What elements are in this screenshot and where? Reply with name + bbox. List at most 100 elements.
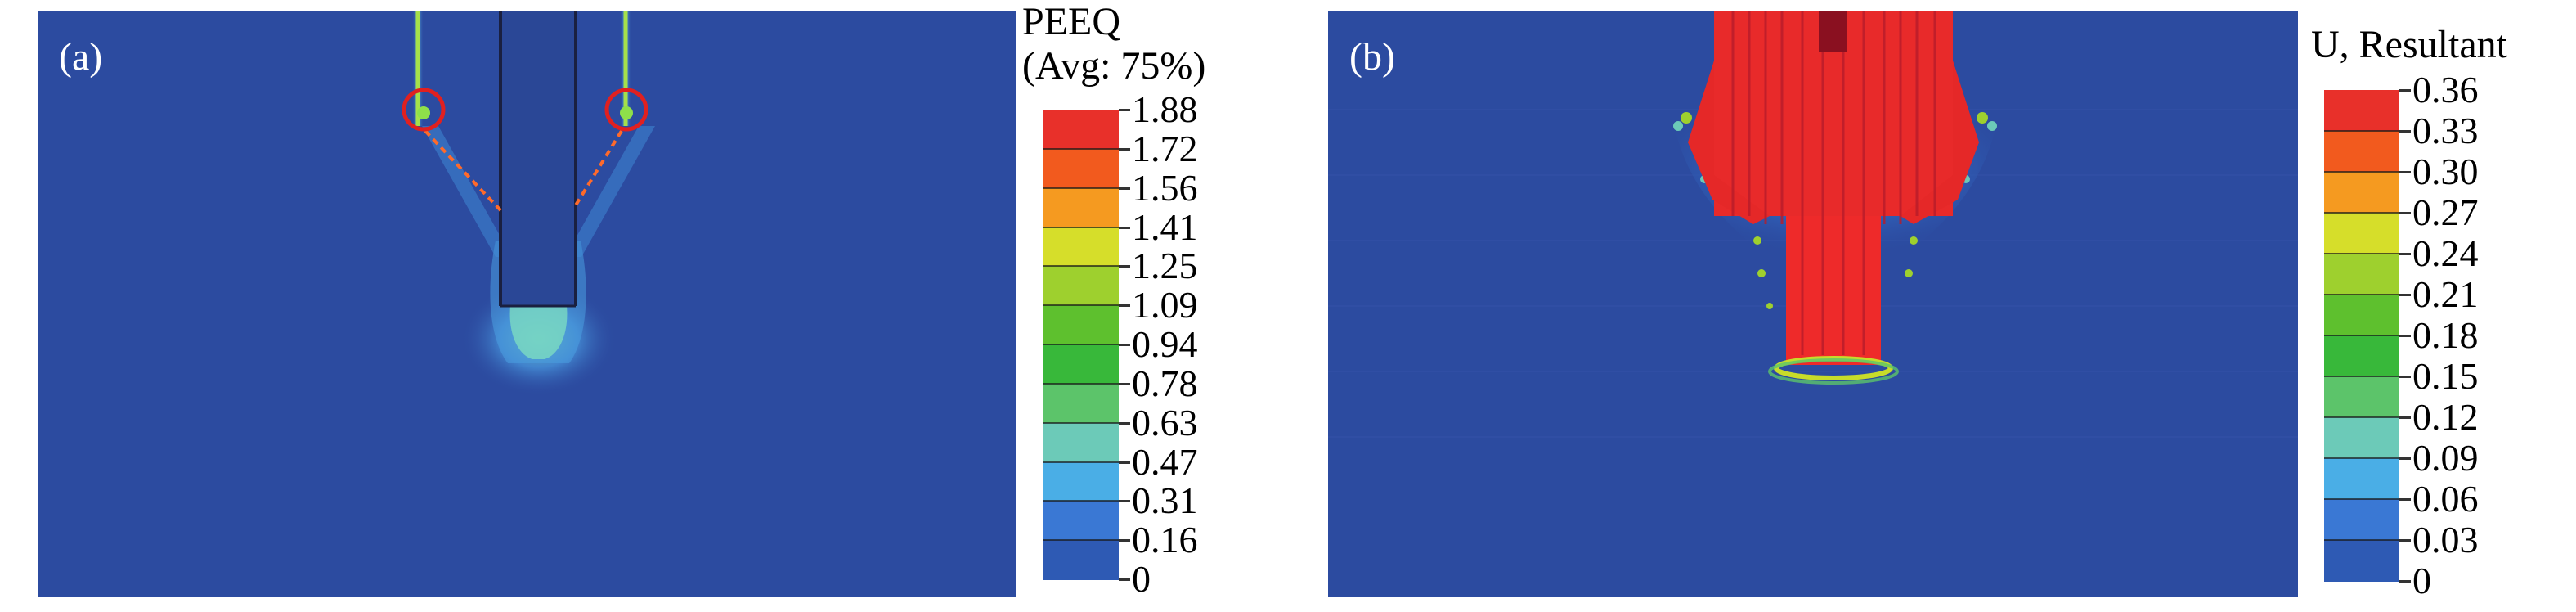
colorbar-segment [1043, 187, 1119, 228]
colorbar-tick-mark [2399, 539, 2411, 542]
colorbar-divider [2324, 335, 2399, 336]
guide-line-left [424, 129, 504, 214]
legend-a-colorbar [1043, 110, 1119, 580]
legend-b-title: U, Resultant [2311, 23, 2507, 66]
colorbar-tick-mark [1119, 304, 1130, 308]
colorbar-tick-mark [1119, 539, 1130, 542]
colorbar-segment [1043, 461, 1119, 502]
colorbar-tick-mark [1119, 265, 1130, 268]
colorbar-divider [1043, 539, 1119, 542]
colorbar-divider [1043, 147, 1119, 150]
colorbar-segment [1043, 110, 1119, 150]
colorbar-divider [1043, 461, 1119, 463]
colorbar-divider [1043, 421, 1119, 424]
colorbar-segment [1043, 540, 1119, 580]
colorbar-tick-mark [2399, 376, 2411, 378]
colorbar-tick-label: 0.36 [2412, 69, 2479, 110]
colorbar-tick-mark [1119, 382, 1130, 385]
colorbar-tick-mark [1119, 578, 1130, 581]
colorbar-tick-mark [2399, 294, 2411, 296]
colorbar-segment [2324, 417, 2399, 459]
colorbar-segment [2324, 90, 2399, 132]
central-shaft [500, 11, 576, 306]
colorbar-tick-label: 0.15 [2412, 355, 2479, 397]
colorbar-divider [2324, 539, 2399, 541]
colorbar-divider [1043, 344, 1119, 345]
colorbar-tick-label: 0.24 [2412, 232, 2479, 274]
colorbar-tick-mark [2399, 171, 2411, 173]
colorbar-divider [2324, 416, 2399, 418]
colorbar-segment [1043, 383, 1119, 424]
colorbar-tick-mark [2399, 212, 2411, 214]
colorbar-segment [2324, 335, 2399, 377]
colorbar-tick-label: 1.41 [1132, 205, 1198, 248]
colorbar-segment [2324, 376, 2399, 418]
colorbar-segment [2324, 458, 2399, 500]
colorbar-divider [2324, 376, 2399, 377]
colorbar-segment [1043, 344, 1119, 385]
panel-a-label: (a) [59, 35, 103, 79]
legend-b-colorbar [2324, 90, 2399, 582]
colorbar-divider [2324, 294, 2399, 295]
colorbar-tick-label: 0.03 [2412, 519, 2479, 560]
legend-a-title-line1: PEEQ [1022, 0, 1120, 43]
colorbar-segment [1043, 227, 1119, 268]
plastic-zone-inner [509, 306, 568, 359]
legend-a-title-line2: (Avg: 75%) [1022, 44, 1206, 88]
colorbar-tick-mark [2399, 457, 2411, 460]
colorbar-tick-label: 0.16 [1132, 519, 1198, 561]
colorbar-tick-label: 0.94 [1132, 323, 1198, 365]
colorbar-tick-mark [1119, 147, 1130, 151]
panel-b-label: (b) [1349, 35, 1395, 79]
colorbar-tick-label: 1.88 [1132, 88, 1198, 130]
colorbar-divider [2324, 212, 2399, 214]
highlight-circle-right [604, 88, 648, 132]
colorbar-segment [1043, 305, 1119, 345]
colorbar-divider [1043, 265, 1119, 268]
guide-line-right [572, 129, 623, 209]
red-column-flare-right [1901, 61, 1979, 224]
peeq-contour-graphic [38, 11, 1016, 597]
colorbar-tick-label: 0.63 [1132, 401, 1198, 443]
colorbar-divider [2324, 171, 2399, 173]
colorbar-tick-label: 1.09 [1132, 284, 1198, 326]
colorbar-divider [2324, 498, 2399, 500]
colorbar-tick-label: 0.33 [2412, 110, 2479, 151]
panel-b-contour-plot: (b) [1328, 11, 2298, 597]
colorbar-divider [2324, 457, 2399, 459]
colorbar-divider [2324, 130, 2399, 132]
colorbar-tick-mark [2399, 335, 2411, 337]
colorbar-tick-label: 0 [2412, 560, 2431, 601]
panel-a-contour-plot: (a) [38, 11, 1016, 597]
colorbar-divider [1043, 187, 1119, 189]
colorbar-tick-mark [2399, 580, 2411, 583]
colorbar-tick-label: 1.72 [1132, 127, 1198, 169]
colorbar-segment [2324, 295, 2399, 336]
colorbar-tick-label: 0.09 [2412, 437, 2479, 479]
displacement-contour-graphic [1328, 11, 2298, 597]
red-column-flare-left [1688, 61, 1770, 224]
colorbar-divider [1043, 382, 1119, 385]
colorbar-tick-mark [1119, 461, 1130, 464]
colorbar-tick-label: 0 [1132, 558, 1151, 600]
colorbar-tick-mark [1119, 344, 1130, 346]
colorbar-tick-label: 0.18 [2412, 314, 2479, 356]
colorbar-tick-label: 0.47 [1132, 440, 1198, 483]
colorbar-tick-mark [2399, 253, 2411, 255]
highlight-circle-left [402, 88, 446, 132]
colorbar-tick-label: 0.06 [2412, 478, 2479, 520]
colorbar-segment [2324, 131, 2399, 173]
colorbar-tick-label: 0.21 [2412, 273, 2479, 315]
colorbar-tick-mark [1119, 226, 1130, 229]
colorbar-segment [2324, 172, 2399, 214]
colorbar-tick-label: 0.30 [2412, 151, 2479, 192]
plastic-band-left [422, 126, 512, 257]
colorbar-tick-label: 1.25 [1132, 245, 1198, 287]
colorbar-segment [2324, 254, 2399, 295]
colorbar-tick-label: 0.78 [1132, 362, 1198, 404]
colorbar-tick-mark [2399, 416, 2411, 419]
colorbar-divider [1043, 500, 1119, 502]
colorbar-segment [1043, 422, 1119, 463]
colorbar-tick-mark [1119, 109, 1130, 111]
colorbar-tick-label: 0.31 [1132, 479, 1198, 522]
